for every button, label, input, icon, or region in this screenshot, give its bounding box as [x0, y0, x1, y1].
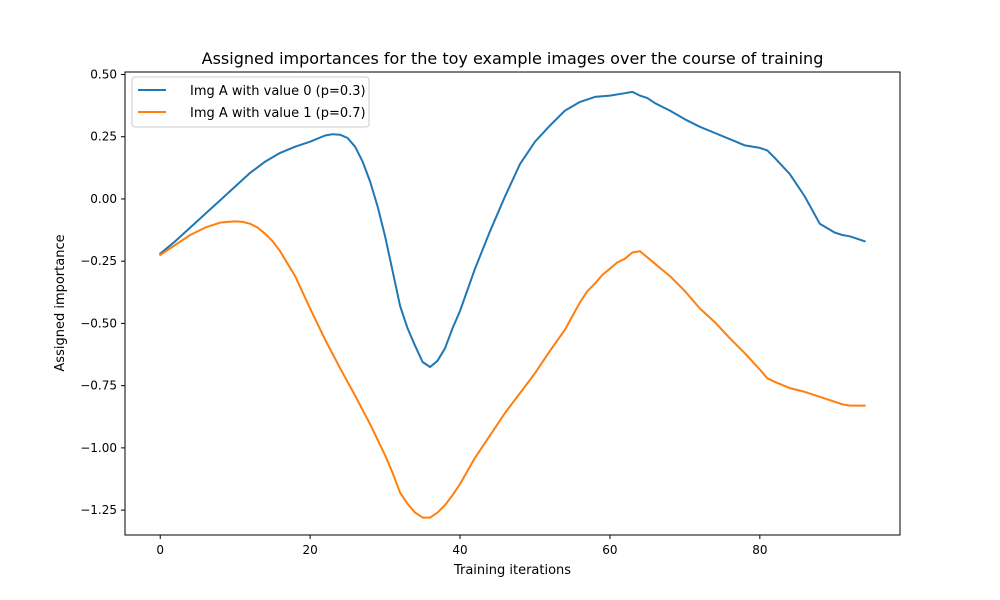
- x-tick-label: 80: [752, 543, 767, 557]
- y-axis-label: Assigned importance: [53, 234, 68, 371]
- x-tick-label: 20: [302, 543, 317, 557]
- legend-label-series-1: Img A with value 0 (p=0.3): [190, 84, 366, 99]
- y-tick-label: 0.00: [90, 192, 117, 206]
- y-tick-label: −0.50: [80, 316, 117, 330]
- y-tick-label: −1.25: [80, 503, 117, 517]
- x-axis-label: Training iterations: [453, 563, 571, 578]
- y-tick-label: 0.25: [90, 130, 117, 144]
- y-tick-label: 0.50: [90, 67, 117, 81]
- y-tick-label: −1.00: [80, 441, 117, 455]
- chart-title: Assigned importances for the toy example…: [202, 49, 824, 68]
- series-line-1: [159, 90, 866, 368]
- plot-frame: [124, 71, 901, 536]
- legend-frame: [131, 76, 370, 128]
- series-layer: [159, 90, 866, 519]
- x-tick-label: 40: [452, 543, 467, 557]
- legend: Img A with value 0 (p=0.3) Img A with va…: [131, 76, 370, 128]
- legend-label-series-2: Img A with value 1 (p=0.7): [190, 106, 366, 121]
- y-tick-label: −0.75: [80, 379, 117, 393]
- x-axis: 0 20 40 60 80: [156, 535, 767, 557]
- y-axis: 0.50 0.25 0.00 −0.25 −0.50 −0.75 −1.00 −1.25: [80, 67, 125, 517]
- y-tick-label: −0.25: [80, 254, 117, 268]
- x-tick-label: 0: [156, 543, 164, 557]
- x-tick-label: 60: [602, 543, 617, 557]
- series-line-2: [159, 220, 866, 519]
